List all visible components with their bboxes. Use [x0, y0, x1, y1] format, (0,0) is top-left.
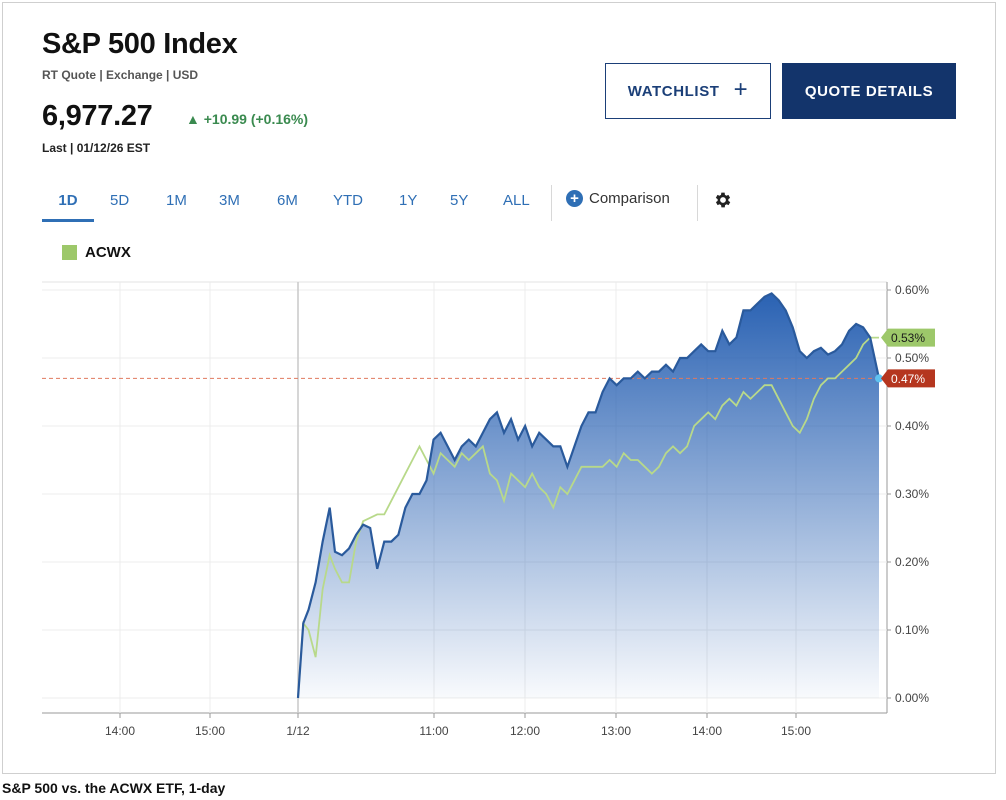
x-tick-label: 11:00	[419, 724, 448, 738]
gear-icon[interactable]	[713, 190, 733, 210]
plus-icon: +	[733, 76, 749, 103]
tab-6m[interactable]: 6M	[277, 192, 298, 209]
comparison-button[interactable]: + Comparison	[566, 190, 670, 207]
x-tick-label: 15:00	[781, 724, 811, 738]
legend-swatch	[62, 245, 77, 260]
y-tick-label: 0.00%	[895, 691, 929, 705]
tab-1d[interactable]: 1D	[42, 186, 94, 222]
y-tick-label: 0.20%	[895, 555, 929, 569]
line-chart: 0.60% 0.50% 0.40% 0.30% 0.20% 0.10% 0.00% 14:00…	[42, 281, 935, 738]
x-tick-label: 14:00	[692, 724, 722, 738]
x-tick-label: 14:00	[105, 724, 135, 738]
acwx-value-badge	[881, 328, 935, 347]
badge-label: 0.53%	[891, 331, 925, 345]
y-tick-label: 0.40%	[895, 419, 929, 433]
tab-3m[interactable]: 3M	[219, 192, 240, 209]
plus-circle-icon: +	[566, 190, 583, 207]
y-tick-label: 0.10%	[895, 623, 929, 637]
tab-1y[interactable]: 1Y	[399, 192, 418, 209]
page-title: S&P 500 Index	[42, 28, 238, 60]
watchlist-button[interactable]: WATCHLIST +	[605, 63, 771, 119]
settings-divider	[697, 185, 698, 221]
tab-5y[interactable]: 5Y	[450, 192, 469, 209]
spx-line	[296, 292, 881, 699]
spx-value-badge	[881, 369, 935, 388]
price-value: 6,977.27	[42, 100, 153, 132]
price-change: ▲ +10.99 (+0.16%)	[186, 111, 309, 127]
spx-end-marker	[875, 374, 883, 383]
quote-meta: RT Quote | Exchange | USD	[42, 68, 199, 82]
x-tick-label: 12:00	[510, 724, 540, 738]
chart-legend: ACWX	[62, 244, 131, 261]
tab-ytd[interactable]: YTD	[333, 192, 363, 209]
tab-5d[interactable]: 5D	[110, 192, 130, 209]
y-tick-label: 0.60%	[895, 283, 929, 297]
tab-1m[interactable]: 1M	[166, 192, 187, 209]
y-tick-label: 0.50%	[895, 351, 929, 365]
x-tick-label: 13:00	[601, 724, 631, 738]
x-tick-label: 15:00	[195, 724, 225, 738]
watchlist-label: WATCHLIST	[627, 82, 720, 100]
badge-label: 0.47%	[891, 372, 925, 386]
tab-all[interactable]: ALL	[503, 192, 530, 209]
acwx-line	[297, 336, 879, 699]
x-tick-label: 1/12	[286, 724, 310, 738]
quote-details-button[interactable]: QUOTE DETAILS	[782, 63, 956, 119]
chart-axes: 0.60% 0.50% 0.40% 0.30% 0.20% 0.10% 0.00% 14:00…	[105, 283, 935, 738]
chart-series	[42, 292, 887, 699]
chart-frame	[2, 2, 996, 774]
comparison-label: Comparison	[589, 190, 670, 207]
last-updated: Last | 01/12/26 EST	[42, 141, 151, 155]
spx-area	[298, 293, 879, 698]
tab-divider	[551, 185, 552, 221]
chart-caption: S&P 500 vs. the ACWX ETF, 1-day	[2, 780, 226, 796]
legend-label: ACWX	[85, 244, 131, 261]
y-tick-label: 0.30%	[895, 487, 929, 501]
